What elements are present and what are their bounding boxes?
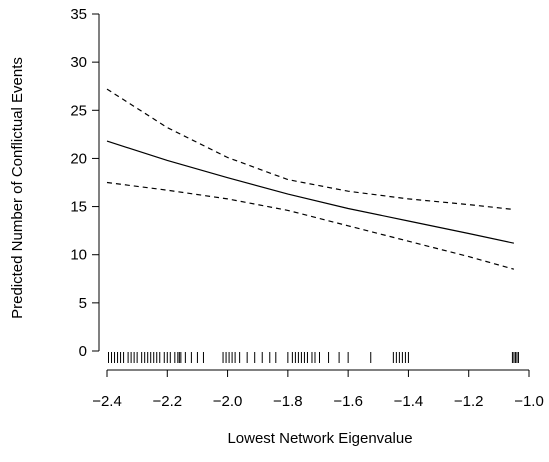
y-axis-label: Predicted Number of Conflictual Events: [9, 57, 26, 319]
x-tick-label: −1.4: [394, 393, 424, 410]
x-tick-label: −1.2: [454, 393, 484, 410]
y-tick-label: 25: [70, 102, 87, 119]
y-tick-label: 10: [70, 247, 87, 264]
y-tick-label: 5: [79, 295, 87, 312]
x-tick-label: −1.6: [333, 393, 363, 410]
y-axis: 0 5 10 15 20 25 30 35: [70, 6, 100, 360]
y-tick-label: 30: [70, 54, 87, 71]
y-tick-label: 20: [70, 150, 87, 167]
y-tick-label: 15: [70, 199, 87, 216]
x-tick-label: −2.4: [92, 393, 122, 410]
x-tick-label: −2.2: [152, 393, 182, 410]
x-tick-label: −2.0: [213, 393, 243, 410]
y-tick-label: 35: [70, 6, 87, 23]
fit-line: [106, 140, 515, 244]
lower-bound-line: [106, 181, 515, 270]
y-tick-label: 0: [79, 343, 87, 360]
upper-bound-line: [106, 88, 514, 211]
series-lines: [106, 88, 515, 270]
x-tick-label: −1.8: [273, 393, 303, 410]
x-axis-label: Lowest Network Eigenvalue: [227, 430, 412, 447]
x-tick-label: −1.0: [514, 393, 544, 410]
rug-plot: [108, 352, 519, 363]
x-axis: −2.4 −2.2 −2.0 −1.8 −1.6 −1.4 −1.2 −1.0: [92, 369, 544, 410]
